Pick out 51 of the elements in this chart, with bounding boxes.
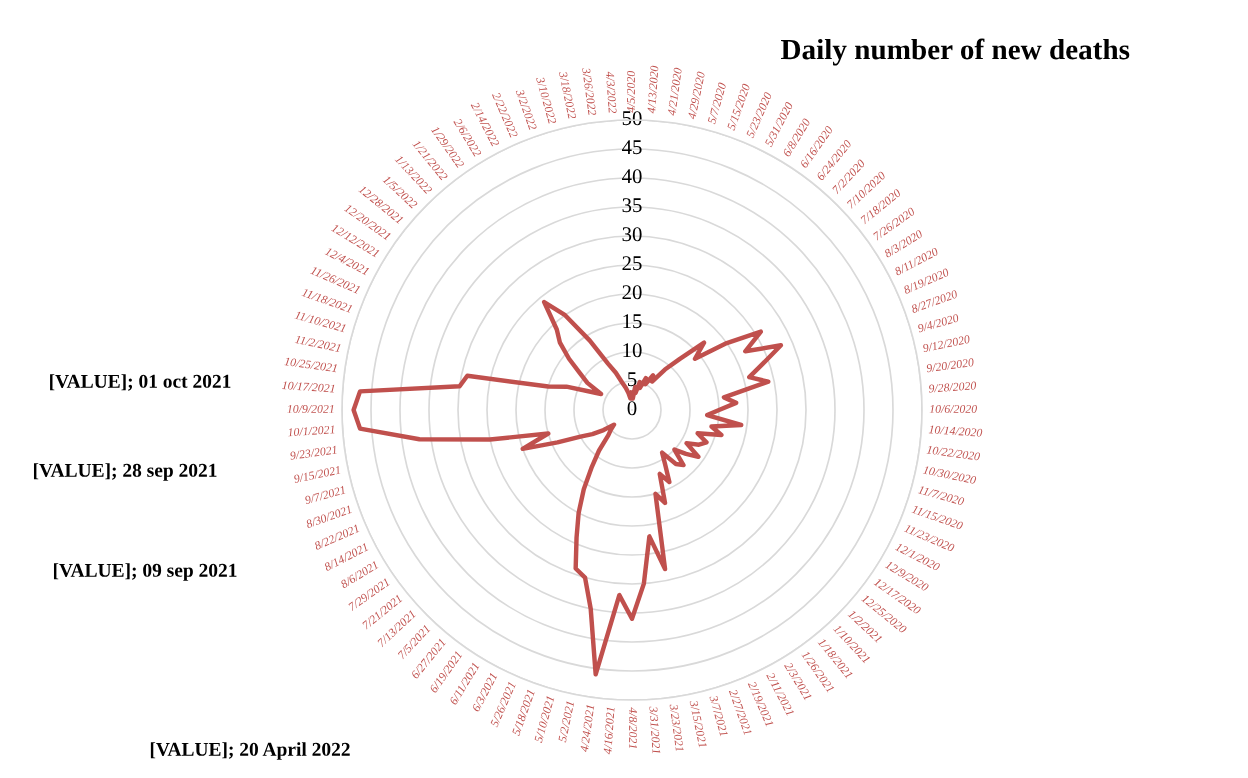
spoke-label: 10/9/2021 [287, 404, 334, 413]
spoke-label: 10/25/2021 [284, 357, 337, 373]
spoke-label: 3/18/2022 [558, 71, 577, 120]
y-tick-label: 35 [622, 198, 642, 213]
y-tick-label: 25 [622, 256, 642, 271]
spoke-label: 4/16/2021 [603, 707, 615, 755]
spoke-label: 9/28/2020 [928, 381, 977, 393]
y-tick-label: 30 [622, 227, 642, 242]
text: [VALUE]; 09 sep 2021 [53, 563, 237, 581]
chart-title: Daily number of new deaths [781, 38, 1130, 66]
spoke-label: 9/20/2020 [926, 358, 975, 373]
spoke-label: 3/10/2022 [536, 76, 557, 125]
spoke-label: 10/22/2020 [926, 445, 981, 461]
spoke-label: 11/7/2020 [917, 485, 965, 506]
spoke-label: 4/29/2020 [687, 71, 706, 120]
spoke-label: 9/23/2021 [289, 445, 337, 460]
text: [VALUE]; 01 oct 2021 [50, 374, 231, 391]
text: [VALUE]; 28 sep 2021 [33, 463, 217, 481]
spoke-label: 5/7/2020 [707, 82, 727, 125]
spoke-label: 10/30/2020 [922, 465, 977, 485]
spoke-label: 9/12/2020 [922, 334, 971, 353]
y-tick-label: 15 [623, 314, 642, 329]
spoke-label: 3/23/2021 [669, 703, 684, 752]
text: [VALUE]; 20 April 2022 [150, 742, 350, 760]
spoke-label: 10/6/2020 [929, 404, 977, 413]
spoke-label: 9/15/2021 [293, 465, 341, 484]
spoke-label: 4/24/2021 [580, 705, 595, 753]
y-tick-label: 0 [627, 401, 637, 416]
spoke-label: 3/7/2021 [709, 694, 729, 737]
spoke-label: 10/1/2021 [287, 425, 335, 437]
spoke-label: 3/31/2021 [649, 706, 661, 754]
y-tick-label: 40 [621, 169, 642, 184]
spoke-label: 9/7/2021 [304, 485, 346, 505]
spoke-label: 10/14/2020 [928, 425, 983, 437]
spoke-label: 3/15/2021 [689, 700, 707, 748]
spoke-label: 3/26/2022 [582, 67, 597, 116]
y-tick-label: 5 [628, 372, 637, 387]
spoke-label: 4/13/2020 [647, 65, 659, 114]
spoke-label: 4/5/2020 [626, 70, 635, 113]
y-tick-label: 20 [622, 285, 642, 300]
spoke-label: 4/3/2022 [605, 71, 617, 114]
spoke-label: 9/4/2020 [917, 313, 960, 333]
spoke-label: 4/21/2020 [667, 67, 682, 116]
y-tick-label: 10 [623, 343, 642, 358]
spoke-label: 5/2/2021 [558, 701, 575, 743]
spoke-label: 4/8/2021 [629, 707, 638, 748]
spoke-label: 11/2/2021 [294, 335, 341, 353]
y-tick-label: 45 [621, 140, 642, 155]
spoke-label: 10/17/2021 [282, 381, 335, 393]
spoke-label: 5/10/2021 [534, 696, 555, 743]
spoke-label: 11/10/2021 [294, 310, 346, 333]
